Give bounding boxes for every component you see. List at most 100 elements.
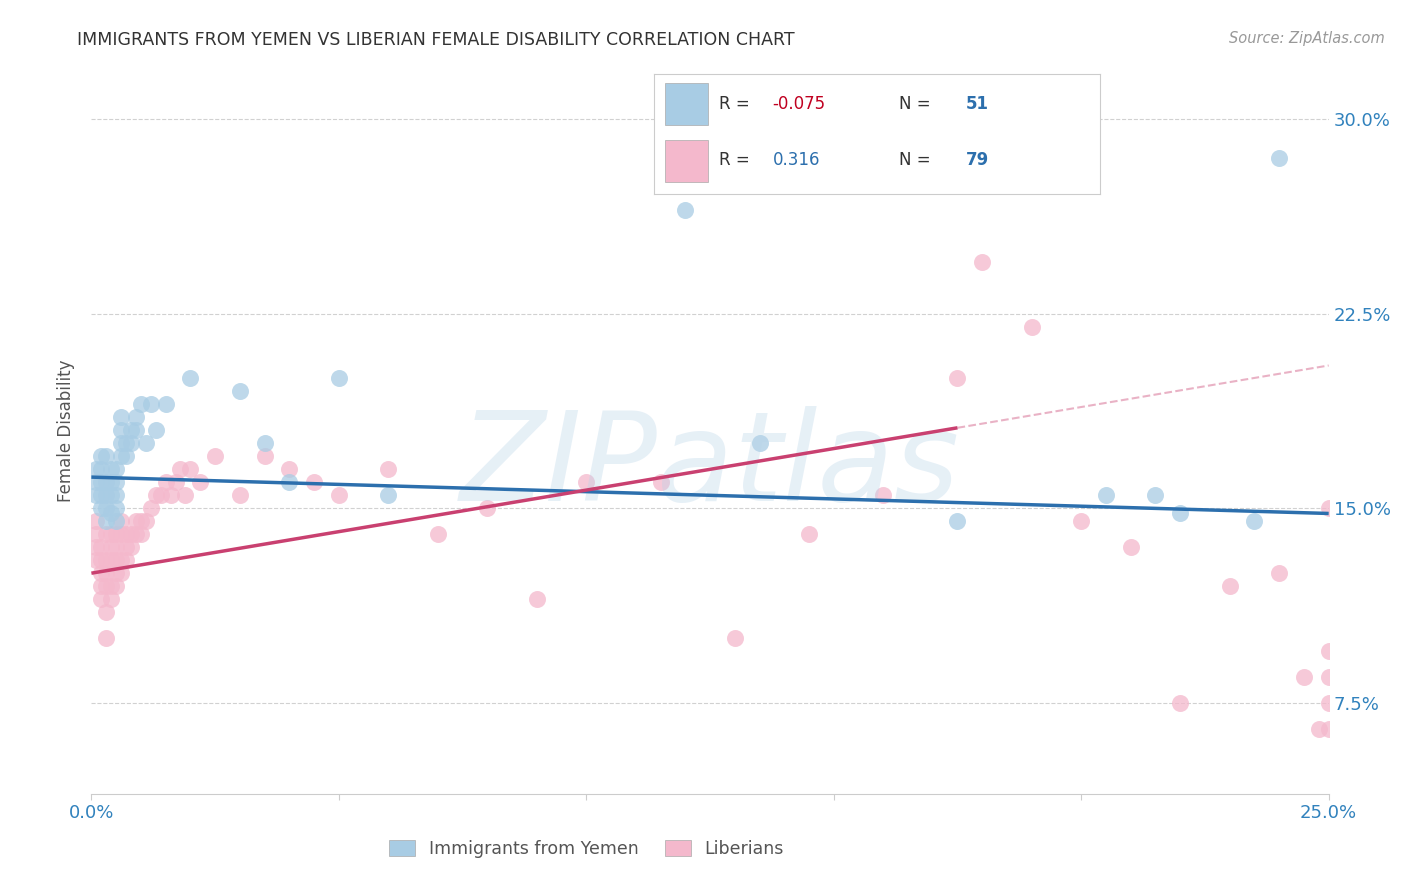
Point	[96, 450, 118, 464]
Point	[115, 527, 138, 541]
Point	[110, 514, 132, 528]
Text: IMMIGRANTS FROM YEMEN VS LIBERIAN FEMALE DISABILITY CORRELATION CHART: IMMIGRANTS FROM YEMEN VS LIBERIAN FEMALE…	[77, 31, 794, 49]
Point	[100, 475, 122, 490]
Point	[673, 202, 696, 217]
Point	[86, 475, 108, 490]
Point	[748, 436, 770, 450]
Point	[100, 462, 122, 476]
Point	[120, 436, 142, 450]
Point	[125, 410, 148, 425]
Point	[139, 397, 162, 411]
Point	[105, 475, 128, 490]
Point	[129, 397, 152, 411]
Point	[1317, 644, 1340, 658]
Point	[328, 488, 350, 502]
Point	[377, 462, 399, 476]
Point	[100, 553, 122, 567]
Point	[90, 462, 112, 476]
Point	[1168, 507, 1191, 521]
Point	[96, 475, 118, 490]
Point	[204, 450, 226, 464]
Point	[90, 475, 112, 490]
Point	[100, 488, 122, 502]
Point	[120, 540, 142, 554]
Point	[145, 488, 167, 502]
Point	[1317, 501, 1340, 516]
Point	[120, 527, 142, 541]
Point	[100, 579, 122, 593]
Point	[149, 488, 172, 502]
Point	[115, 450, 138, 464]
Point	[96, 605, 118, 619]
Point	[105, 579, 128, 593]
Point	[90, 579, 112, 593]
Point	[1119, 540, 1142, 554]
Point	[145, 424, 167, 438]
Point	[229, 488, 252, 502]
Point	[110, 527, 132, 541]
Point	[110, 553, 132, 567]
Point	[253, 436, 276, 450]
Point	[650, 475, 672, 490]
Point	[188, 475, 211, 490]
Point	[575, 475, 598, 490]
Point	[105, 553, 128, 567]
Point	[724, 631, 747, 645]
Point	[1317, 670, 1340, 684]
Point	[100, 592, 122, 607]
Point	[90, 450, 112, 464]
Point	[96, 566, 118, 581]
Point	[90, 488, 112, 502]
Point	[90, 501, 112, 516]
Point	[86, 540, 108, 554]
Point	[139, 501, 162, 516]
Point	[946, 514, 969, 528]
Point	[105, 527, 128, 541]
Point	[105, 514, 128, 528]
Point	[96, 553, 118, 567]
Point	[1070, 514, 1092, 528]
Point	[90, 592, 112, 607]
Point	[100, 540, 122, 554]
Point	[96, 631, 118, 645]
Point	[426, 527, 449, 541]
Point	[1144, 488, 1167, 502]
Point	[90, 553, 112, 567]
Point	[110, 410, 132, 425]
Point	[1268, 566, 1291, 581]
Point	[100, 527, 122, 541]
Point	[120, 424, 142, 438]
Point	[110, 436, 132, 450]
Text: Source: ZipAtlas.com: Source: ZipAtlas.com	[1229, 31, 1385, 46]
Point	[125, 424, 148, 438]
Point	[129, 514, 152, 528]
Point	[125, 514, 148, 528]
Point	[377, 488, 399, 502]
Point	[946, 371, 969, 385]
Point	[1317, 696, 1340, 710]
Point	[105, 488, 128, 502]
Point	[96, 579, 118, 593]
Point	[105, 540, 128, 554]
Point	[86, 553, 108, 567]
Point	[165, 475, 187, 490]
Point	[179, 462, 201, 476]
Y-axis label: Female Disability: Female Disability	[58, 359, 76, 501]
Point	[105, 501, 128, 516]
Point	[1243, 514, 1265, 528]
Point	[278, 475, 301, 490]
Point	[115, 553, 138, 567]
Point	[86, 462, 108, 476]
Point	[135, 436, 157, 450]
Point	[1021, 319, 1043, 334]
Point	[477, 501, 499, 516]
Point	[96, 488, 118, 502]
Point	[125, 527, 148, 541]
Point	[96, 527, 118, 541]
Point	[129, 527, 152, 541]
Point	[100, 507, 122, 521]
Point	[115, 436, 138, 450]
Point	[1292, 670, 1315, 684]
Point	[135, 514, 157, 528]
Point	[872, 488, 894, 502]
